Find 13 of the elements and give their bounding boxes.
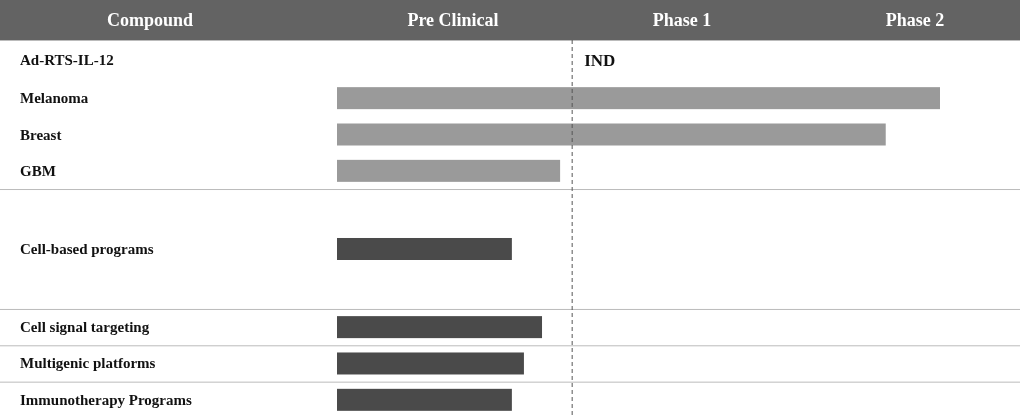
y-tick-label: Breast [20,126,62,143]
text: Phase 2 [885,10,945,30]
text: Pre Clinical [407,10,499,30]
y-tick-label: GBM [20,162,56,179]
y-axis-title: Compound [106,10,194,30]
y-tick-label: Multigenic platforms [20,355,156,372]
y-tick-label: Cell-based programs [20,240,154,257]
y-tick-label: Cell signal targeting [20,319,150,336]
y-tick-label: Immunotherapy Programs [20,391,192,408]
text: Phase 1 [652,10,712,30]
y-tick-label: Ad-RTS-IL-12 [20,51,114,68]
ref-line-label: IND [584,50,616,70]
y-tick-label: Melanoma [20,90,89,107]
